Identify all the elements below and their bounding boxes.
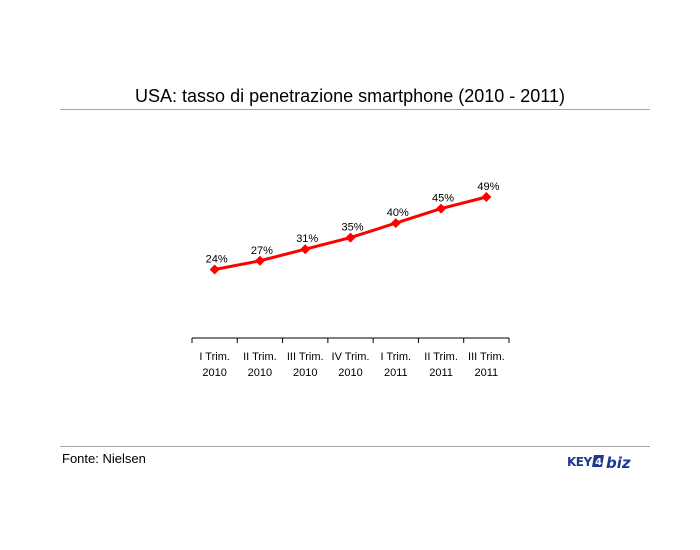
data-point-marker: [300, 244, 311, 255]
data-label: 49%: [477, 181, 499, 193]
svg-text:4: 4: [595, 457, 602, 468]
data-label: 27%: [251, 245, 273, 257]
x-tick-label: II Trim.: [243, 351, 277, 363]
x-tick-label: III Trim.: [468, 351, 505, 363]
x-tick-label: 2010: [293, 367, 317, 379]
key4biz-logo: KEY 4 biz: [567, 454, 631, 472]
x-tick-label: 2010: [202, 367, 226, 379]
x-tick-label: 2010: [248, 367, 272, 379]
source-note: Fonte: Nielsen: [62, 451, 146, 466]
data-point-marker: [209, 264, 220, 275]
x-tick-label: III Trim.: [287, 351, 324, 363]
data-label: 35%: [341, 222, 363, 234]
data-point-marker: [254, 255, 265, 266]
svg-text:KEY: KEY: [567, 455, 592, 469]
data-point-marker: [390, 218, 401, 229]
x-tick-label: 2011: [475, 367, 499, 379]
x-tick-label: 2011: [429, 367, 453, 379]
footer-divider: [60, 446, 650, 447]
data-point-marker: [436, 203, 447, 214]
x-tick-label: 2011: [384, 367, 408, 379]
chart-title: USA: tasso di penetrazione smartphone (2…: [135, 86, 565, 106]
data-label: 24%: [206, 254, 228, 266]
data-label: 45%: [432, 193, 454, 205]
x-tick-label: II Trim.: [424, 351, 458, 363]
x-tick-label: IV Trim.: [332, 351, 370, 363]
data-label: 31%: [296, 233, 318, 245]
data-point-marker: [345, 232, 356, 243]
title-divider: [60, 109, 650, 110]
svg-text:biz: biz: [606, 454, 631, 472]
data-label: 40%: [387, 207, 409, 219]
x-tick-label: I Trim.: [199, 351, 230, 363]
x-tick-label: I Trim.: [381, 351, 412, 363]
x-tick-label: 2010: [338, 367, 362, 379]
data-point-marker: [481, 192, 492, 202]
